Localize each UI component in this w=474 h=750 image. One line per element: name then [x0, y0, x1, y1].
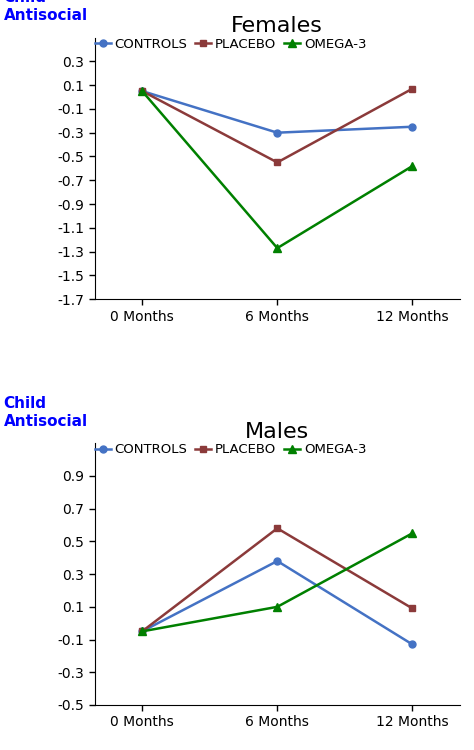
PLACEBO	[410, 84, 415, 93]
OMEGA-3	[410, 161, 415, 170]
Line: PLACEBO: PLACEBO	[138, 525, 416, 634]
PLACEBO	[274, 524, 280, 532]
Title: Females: Females	[231, 16, 323, 36]
Legend: CONTROLS, PLACEBO, OMEGA-3: CONTROLS, PLACEBO, OMEGA-3	[95, 38, 366, 50]
Line: PLACEBO: PLACEBO	[138, 86, 416, 166]
CONTROLS	[139, 86, 145, 95]
Text: Child
Antisocial: Child Antisocial	[4, 0, 88, 22]
PLACEBO	[410, 604, 415, 613]
PLACEBO	[274, 158, 280, 167]
OMEGA-3	[410, 529, 415, 538]
Line: OMEGA-3: OMEGA-3	[138, 87, 417, 252]
CONTROLS	[139, 627, 145, 636]
Line: CONTROLS: CONTROLS	[138, 88, 416, 136]
Text: Child
Antisocial: Child Antisocial	[4, 396, 88, 428]
PLACEBO	[139, 627, 145, 636]
CONTROLS	[410, 122, 415, 131]
Line: OMEGA-3: OMEGA-3	[138, 529, 417, 635]
Line: CONTROLS: CONTROLS	[138, 557, 416, 648]
CONTROLS	[274, 556, 280, 566]
CONTROLS	[274, 128, 280, 137]
Legend: CONTROLS, PLACEBO, OMEGA-3: CONTROLS, PLACEBO, OMEGA-3	[95, 443, 366, 456]
OMEGA-3	[274, 602, 280, 611]
OMEGA-3	[139, 86, 145, 95]
OMEGA-3	[139, 627, 145, 636]
OMEGA-3	[274, 244, 280, 253]
Title: Males: Males	[245, 422, 310, 442]
PLACEBO	[139, 86, 145, 95]
CONTROLS	[410, 640, 415, 649]
